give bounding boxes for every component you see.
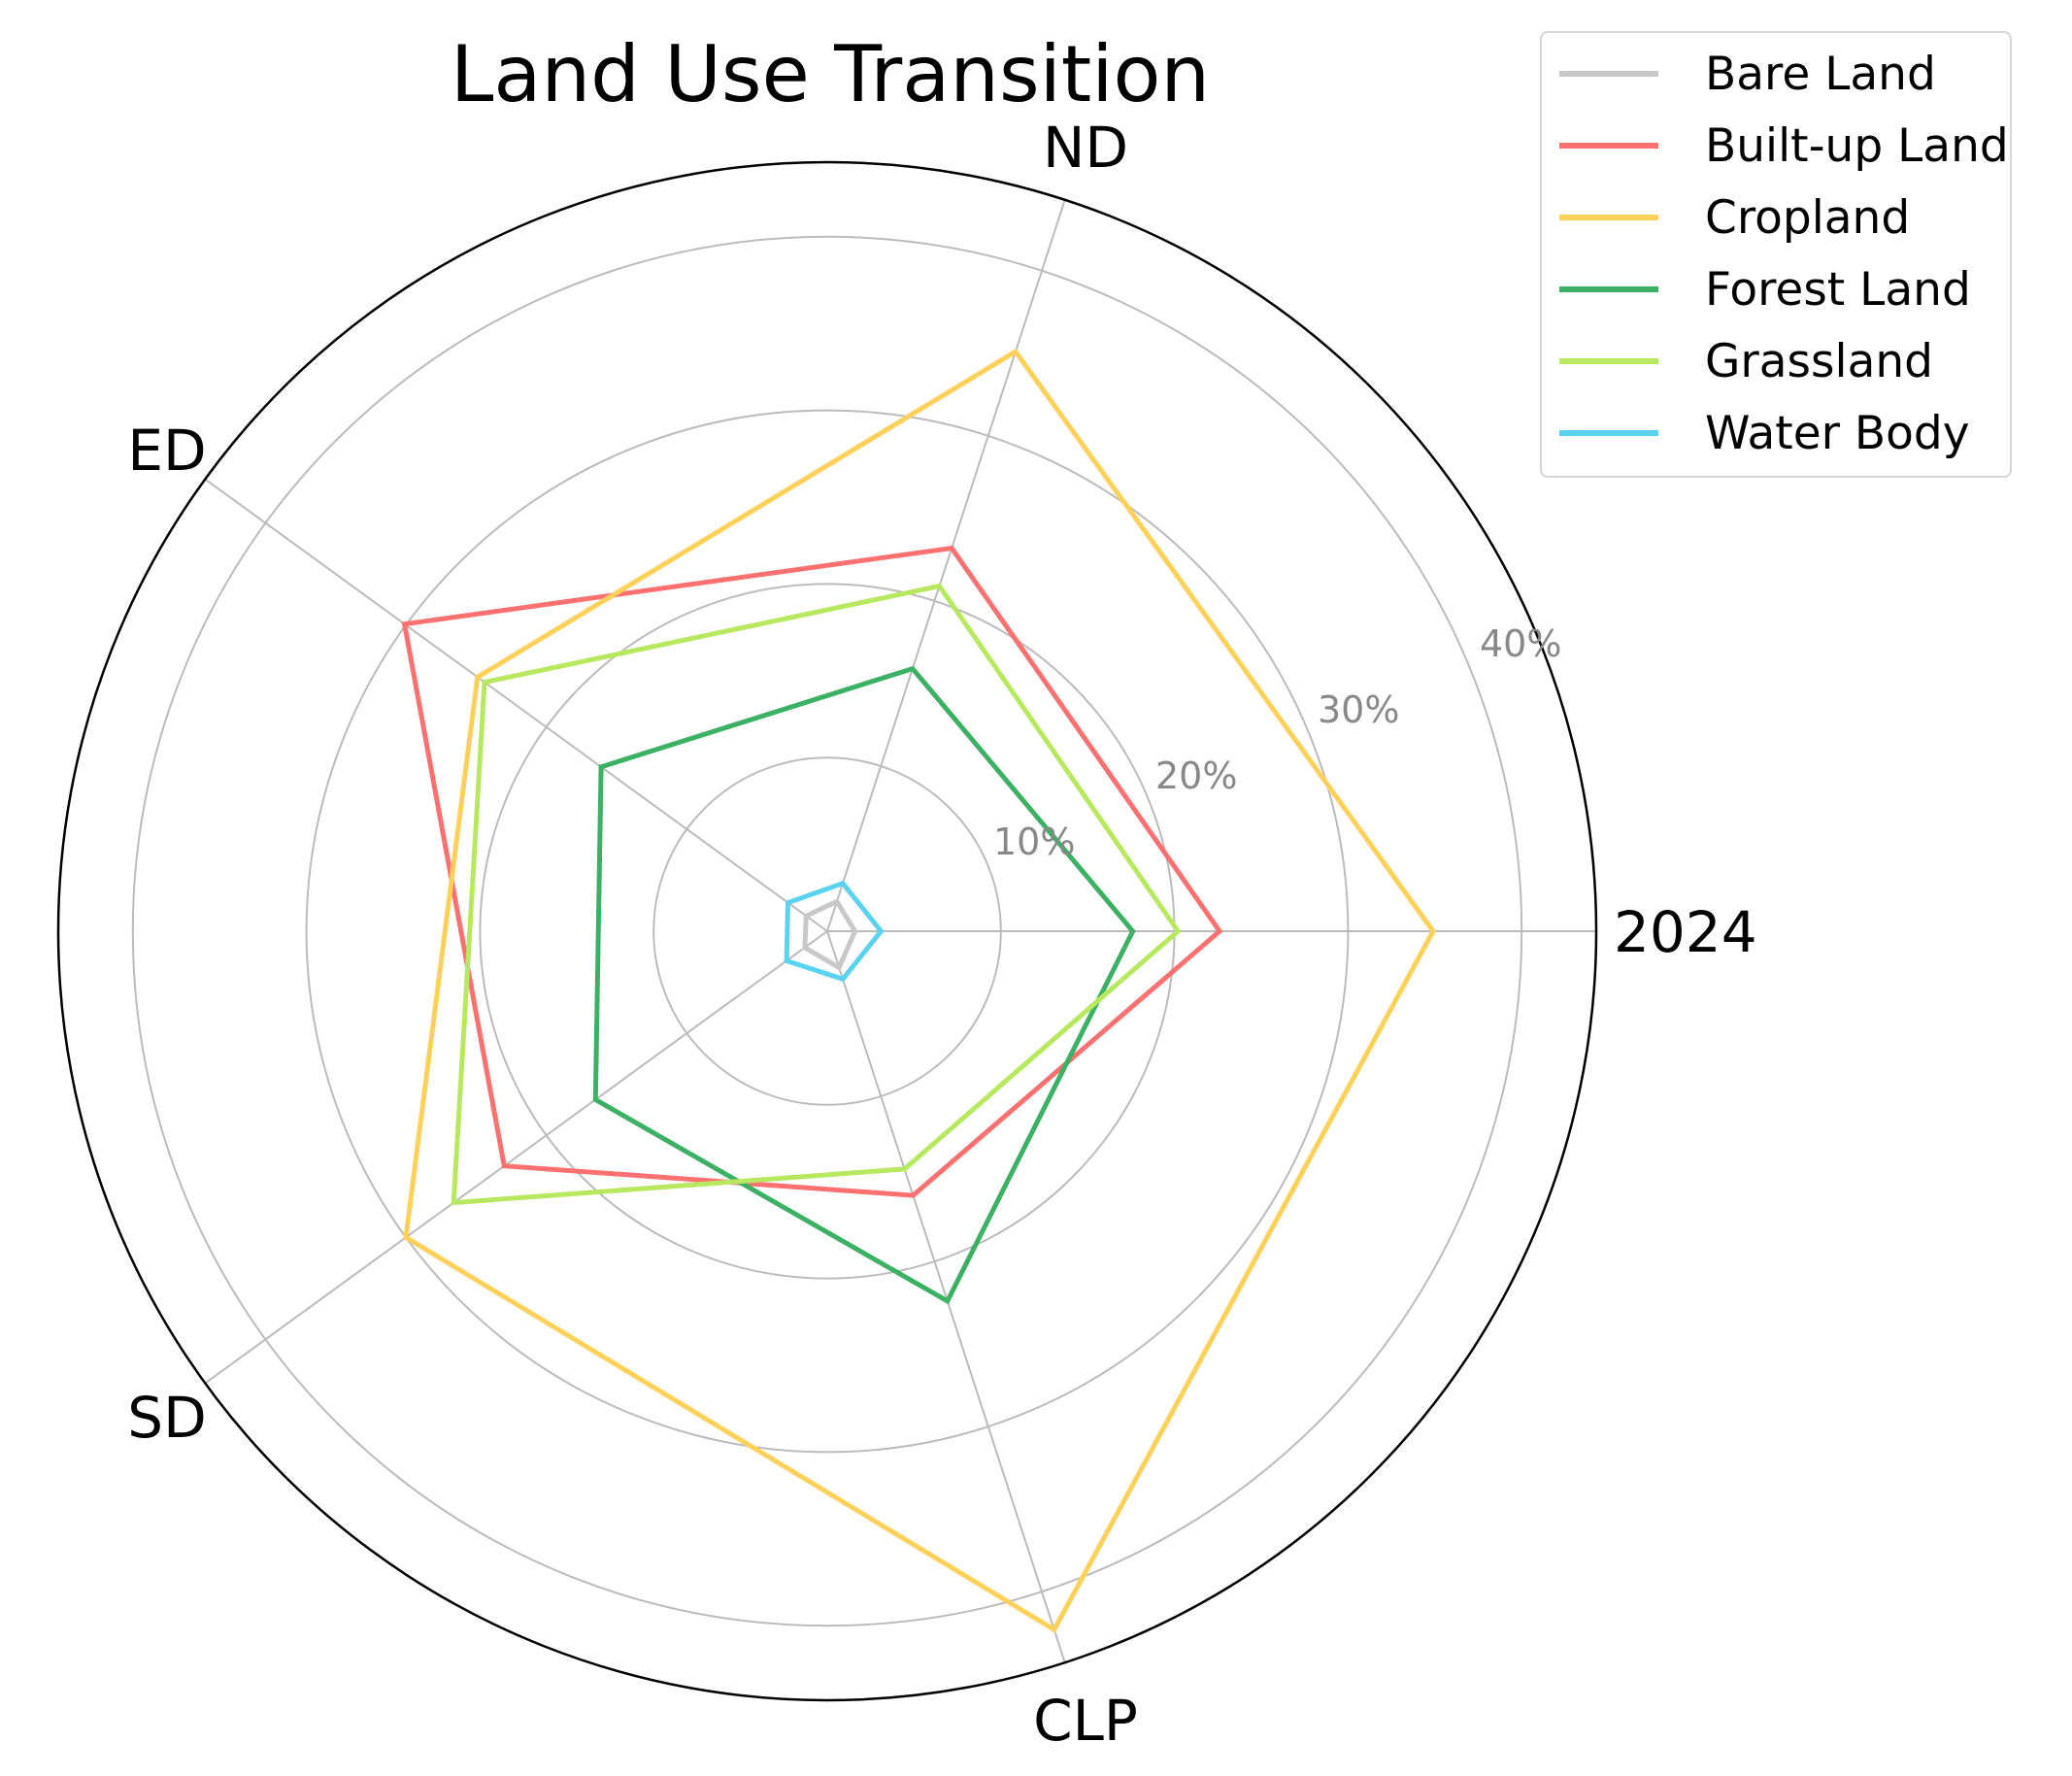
legend-label: Grassland [1705, 335, 1933, 388]
axis-label-clp: CLP [1033, 1688, 1138, 1754]
legend-label: Cropland [1705, 191, 1910, 245]
axis-label-nd: ND [1043, 115, 1128, 181]
spoke-sd [204, 930, 828, 1385]
series-bare-land [802, 898, 858, 971]
spoke-nd [826, 199, 1066, 932]
legend: Bare Land Built-up Land Cropland Forest … [1540, 31, 2012, 478]
radial-tick-labels: 10% 20% 30% 40% [993, 622, 1561, 863]
tick-10: 10% [993, 821, 1075, 863]
legend-item-grassland: Grassland [1559, 335, 1933, 388]
series-forest-land [592, 665, 1136, 1305]
tick-40: 40% [1480, 622, 1561, 665]
data-series [401, 348, 1436, 1633]
legend-item-forest-land: Forest Land [1559, 263, 1971, 317]
legend-item-cropland: Cropland [1559, 191, 1910, 245]
series-cropland [403, 348, 1436, 1633]
spoke-ed [204, 478, 828, 932]
series-water-body [784, 880, 885, 983]
spoke-clp [826, 930, 1066, 1663]
legend-label: Bare Land [1705, 48, 1936, 101]
axis-label-2024: 2024 [1614, 899, 1757, 965]
axis-spokes [204, 199, 1596, 1663]
chart-title: Land Use Transition [451, 29, 1210, 119]
series-grassland [451, 583, 1182, 1206]
legend-item-bare-land: Bare Land [1559, 48, 1936, 101]
legend-label: Water Body [1705, 407, 1970, 460]
legend-item-water-body: Water Body [1559, 407, 1970, 460]
axis-labels: 2024 ND ED SD CLP [127, 115, 1756, 1754]
legend-label: Built-up Land [1705, 119, 2009, 173]
axis-label-ed: ED [127, 418, 206, 484]
outer-frame [56, 160, 1598, 1702]
series-built-up-land [401, 545, 1223, 1198]
axis-label-sd: SD [127, 1385, 206, 1451]
legend-label: Forest Land [1705, 263, 1971, 317]
tick-20: 20% [1155, 754, 1237, 797]
tick-30: 30% [1318, 688, 1399, 731]
legend-item-built-up-land: Built-up Land [1559, 119, 2009, 173]
